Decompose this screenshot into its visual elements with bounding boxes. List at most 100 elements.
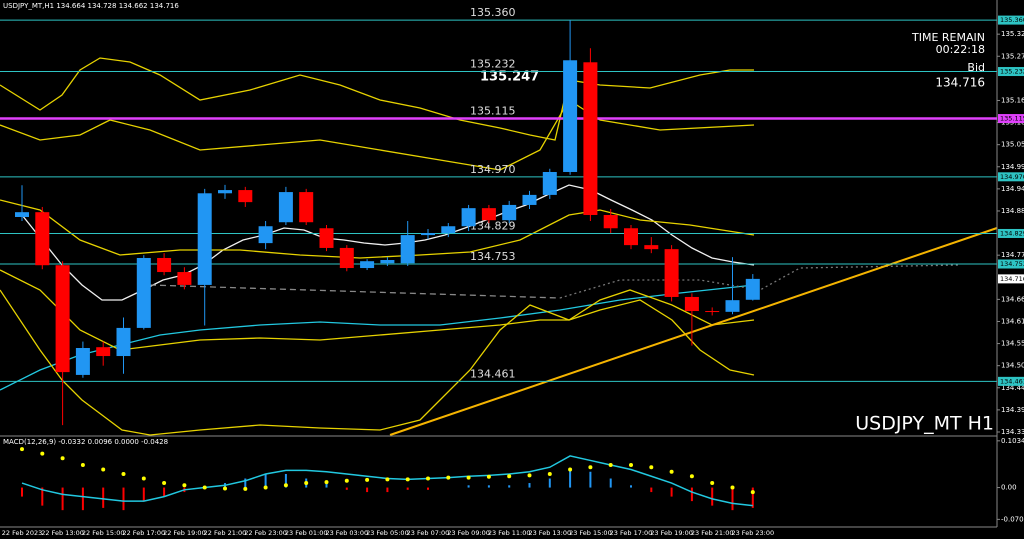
level-axis-box — [998, 15, 1024, 25]
candle-body — [644, 245, 659, 250]
candle-body — [75, 348, 90, 375]
candle-body — [421, 233, 435, 236]
candle-body — [461, 208, 476, 227]
signal-dot — [507, 474, 512, 479]
x-tick-label: 22 Feb 2023 — [2, 529, 42, 537]
candle-body — [745, 278, 760, 300]
candle-body — [278, 192, 293, 223]
slow-moving-average — [0, 284, 755, 391]
candle-body — [624, 228, 638, 246]
candle-body — [218, 190, 232, 194]
candle-body — [542, 171, 557, 195]
y-tick-label: 134.610 — [1001, 317, 1024, 325]
y-tick-label: 135.325 — [1001, 30, 1024, 38]
x-tick-label: 23 Feb 07:00 — [407, 529, 450, 537]
signal-dot — [60, 456, 65, 461]
signal-dot — [527, 473, 532, 478]
level-axis-box — [998, 376, 1024, 386]
signal-dot — [141, 476, 146, 481]
candle-body — [563, 60, 578, 172]
candle-body — [136, 257, 151, 328]
y-tick-label: 0.1034 — [1001, 437, 1024, 445]
signal-dot — [283, 483, 288, 488]
signal-dot — [365, 477, 370, 482]
candle-body — [177, 272, 192, 285]
candle-body — [258, 226, 273, 244]
signal-dot — [182, 483, 187, 488]
y-tick-label: 0.00 — [1001, 484, 1017, 492]
signal-dot — [40, 451, 45, 456]
signal-dot — [486, 474, 491, 479]
y-tick-label: 134.995 — [1001, 163, 1024, 171]
lower-band — [0, 289, 755, 436]
y-tick-label: 134.775 — [1001, 251, 1024, 259]
y-tick-label: 134.885 — [1001, 207, 1024, 215]
chart-title: USDJPY_MT,H1 134.664 134.728 134.662 134… — [3, 2, 179, 10]
level-axis-label: 135.232 — [1000, 68, 1024, 76]
y-tick-label: 134.445 — [1001, 384, 1024, 392]
candle-body — [15, 212, 29, 217]
level-label: 134.753 — [470, 250, 516, 263]
x-tick-label: 22 Feb 13:00 — [41, 529, 84, 537]
x-tick-label: 23 Feb 03:00 — [325, 529, 368, 537]
candle-body — [441, 226, 456, 234]
level-label: 134.461 — [470, 367, 516, 380]
x-tick-label: 22 Feb 21:00 — [204, 529, 247, 537]
signal-dot — [405, 477, 410, 482]
bid-axis-box — [998, 274, 1024, 284]
candle-body — [603, 214, 618, 229]
middle-band — [0, 199, 755, 259]
signal-dot — [101, 467, 106, 472]
y-tick-label: 134.940 — [1001, 185, 1024, 193]
level-label: 134.970 — [470, 163, 516, 176]
level-axis-label: 134.753 — [1000, 260, 1024, 268]
y-tick-label: 135.270 — [1001, 52, 1024, 60]
signal-dot — [689, 474, 694, 479]
signal-dot — [121, 472, 126, 477]
level-axis-box — [998, 228, 1024, 238]
level-axis-box — [998, 259, 1024, 269]
candle-body — [522, 194, 537, 205]
level-label: 135.232 — [470, 58, 516, 71]
signal-dot — [547, 472, 552, 477]
signal-dot — [304, 481, 309, 486]
signal-dot — [202, 485, 207, 490]
candle-body — [400, 235, 415, 264]
x-tick-label: 23 Feb 17:00 — [610, 529, 653, 537]
x-tick-label: 22 Feb 17:00 — [122, 529, 165, 537]
signal-dot — [629, 462, 633, 467]
level-label: 134.829 — [470, 219, 516, 232]
signal-dot — [80, 462, 85, 467]
x-tick-label: 23 Feb 01:00 — [285, 529, 328, 537]
signal-dot — [243, 486, 248, 491]
candle-body — [481, 208, 496, 221]
bid-label: Bid — [967, 61, 985, 74]
bid-axis-label: 134.716 — [1000, 275, 1024, 283]
trend-line — [389, 227, 998, 436]
signal-dot — [446, 475, 451, 480]
upper-band — [0, 57, 754, 141]
signal-dot — [466, 475, 471, 480]
time-remain-label: TIME REMAIN — [911, 31, 985, 44]
signal-dot — [750, 490, 755, 495]
signal-dot — [223, 486, 227, 491]
candle-body — [380, 259, 395, 264]
x-tick-label: 23 Feb 11:00 — [488, 529, 531, 537]
candle-body — [583, 62, 598, 215]
signal-dot — [669, 469, 674, 474]
candle-body — [725, 300, 740, 312]
candle-body — [238, 190, 253, 203]
level-axis-label: 134.461 — [1000, 377, 1024, 385]
cloud-line — [559, 264, 961, 299]
level-axis-box — [998, 67, 1024, 77]
x-tick-label: 23 Feb 15:00 — [569, 529, 612, 537]
y-tick-label: 134.500 — [1001, 362, 1024, 370]
candle-body — [197, 193, 212, 285]
x-tick-label: 23 Feb 05:00 — [366, 529, 409, 537]
candle-body — [116, 327, 131, 357]
x-tick-label: 23 Feb 19:00 — [650, 529, 693, 537]
signal-dot — [20, 447, 24, 452]
signal-dot — [426, 476, 430, 481]
level-label: 135.360 — [470, 6, 516, 19]
